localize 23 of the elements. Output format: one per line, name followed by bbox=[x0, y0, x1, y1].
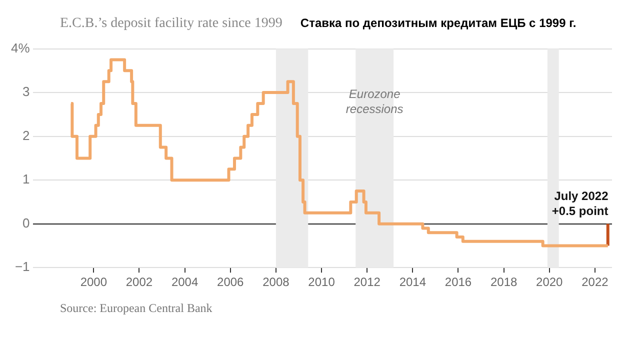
y-tick-label: 4% bbox=[10, 40, 30, 56]
x-tick-label: 2008 bbox=[262, 275, 290, 290]
annotation: July 2022 +0.5 point bbox=[552, 189, 609, 218]
source-note: Source: European Central Bank bbox=[59, 301, 214, 316]
y-tick-label: 1 bbox=[22, 172, 30, 187]
chart-title: E.C.B.’s deposit facility rate since 1999 bbox=[60, 16, 282, 32]
x-tick-label: 2018 bbox=[490, 275, 518, 290]
band-label: Eurozone recessions bbox=[346, 87, 404, 116]
x-tick-label: 2004 bbox=[171, 275, 198, 290]
y-tick-label: −1 bbox=[14, 259, 30, 274]
y-tick-label: 2 bbox=[22, 128, 30, 143]
x-tick-label: 2020 bbox=[536, 275, 564, 290]
x-tick-label: 2002 bbox=[126, 275, 153, 290]
x-tick-label: 2016 bbox=[444, 275, 472, 290]
x-tick-label: 2012 bbox=[354, 275, 381, 290]
x-tick-label: 2010 bbox=[308, 275, 336, 290]
x-tick-label: 2022 bbox=[582, 275, 609, 290]
y-tick-label: 0 bbox=[22, 215, 30, 230]
x-tick-label: 2000 bbox=[80, 275, 108, 290]
x-tick-label: 2006 bbox=[217, 275, 244, 290]
y-tick-label: 3 bbox=[22, 84, 30, 100]
x-tick-label: 2014 bbox=[399, 275, 426, 290]
chart-subtitle: Ставка по депозитным кредитам ЕЦБ с 1999 г. bbox=[300, 16, 576, 30]
